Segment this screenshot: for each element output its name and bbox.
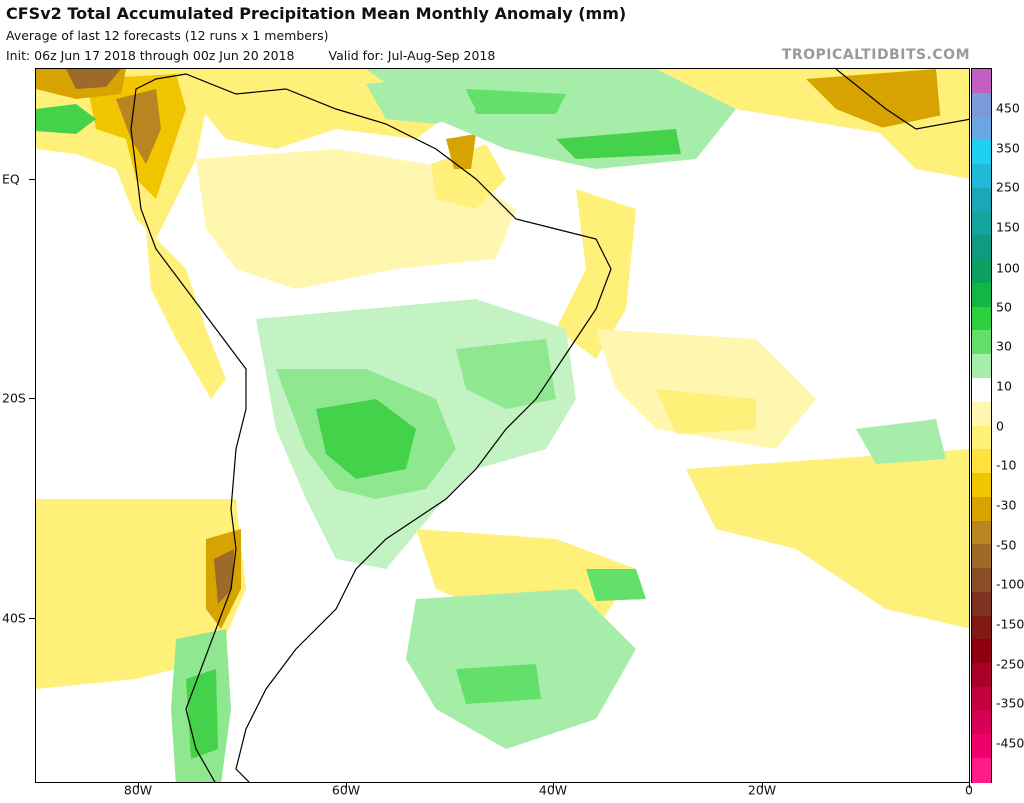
longitude-label: 0 (965, 782, 973, 798)
colorbar-segment (972, 330, 991, 355)
anomaly-field-layer (36, 69, 969, 782)
colorbar-label: 10 (996, 378, 1012, 394)
latitude-tick (29, 179, 35, 180)
anomaly-wet-south-atlantic-core (456, 664, 541, 704)
colorbar-label: -30 (996, 497, 1017, 513)
colorbar-segment (972, 544, 991, 569)
colorbar-label: 0 (996, 418, 1004, 434)
colorbar-segment (972, 425, 991, 450)
anomaly-wet-patagonia-core (186, 669, 218, 759)
colorbar-segment (972, 710, 991, 736)
colorbar-segment (972, 758, 991, 783)
coastline-layer (130, 69, 969, 782)
colorbar-label: -50 (996, 537, 1017, 553)
colorbar-label: -150 (996, 616, 1024, 632)
longitude-tick (969, 783, 970, 788)
colorbar-segment (972, 591, 991, 617)
anomaly-wet-south-atlantic-mid (586, 569, 646, 601)
colorbar-label: 450 (996, 100, 1020, 116)
anomaly-wet-paraguay-core (316, 399, 416, 479)
colorbar-segment (972, 259, 991, 284)
colorbar-segment (972, 520, 991, 545)
anomaly-dry-amapa (431, 144, 506, 209)
colorbar-segment (972, 116, 991, 141)
precip-anomaly-map (35, 68, 970, 783)
colorbar-label: -250 (996, 656, 1024, 672)
colorbar-label: 50 (996, 299, 1012, 315)
longitude-label: 80W (123, 782, 153, 798)
colorbar (971, 68, 992, 783)
longitude-label: 60W (331, 782, 361, 798)
colorbar-label: -450 (996, 735, 1024, 751)
longitude-tick (762, 783, 763, 788)
brand-watermark: TROPICALTIDBITS.COM (781, 47, 970, 63)
africa-coastline (835, 69, 969, 130)
colorbar-segment (972, 449, 991, 474)
chart-title: CFSv2 Total Accumulated Precipitation Me… (6, 4, 627, 23)
anomaly-dry-south-atlantic-3 (596, 329, 816, 449)
colorbar-label: 30 (996, 338, 1012, 354)
anomaly-wet-nbrazil (366, 74, 476, 124)
colorbar-segment (972, 306, 991, 332)
south-america-coastline (130, 73, 612, 782)
colorbar-label: 150 (996, 219, 1020, 235)
latitude-tick (29, 618, 35, 619)
anomaly-wet-atlantic-itcz-mid (466, 89, 566, 114)
colorbar-segment (972, 663, 991, 688)
anomaly-dry-brazil-coast (556, 189, 636, 359)
colorbar-segment (972, 282, 991, 308)
latitude-label: EQ (2, 171, 20, 187)
colorbar-segment (972, 235, 991, 260)
colorbar-segment (972, 377, 991, 403)
colorbar-segment (972, 401, 991, 427)
colorbar-label: -100 (996, 576, 1024, 592)
chart-subtitle: Average of last 12 forecasts (12 runs x … (6, 28, 329, 43)
colorbar-segment (972, 69, 991, 94)
anomaly-wet-mato-grosso (456, 339, 556, 409)
latitude-label: 40S (2, 610, 26, 626)
longitude-tick (553, 783, 554, 788)
init-text: Init: 06z Jun 17 2018 through 00z Jun 20… (6, 48, 295, 63)
map-svg (36, 69, 969, 782)
anomaly-dry-amapa-core (446, 134, 476, 169)
colorbar-segment (972, 615, 991, 640)
anomaly-dry-guinea-gulf (876, 109, 969, 179)
anomaly-dry-andes-peru (146, 229, 226, 399)
colorbar-segment (972, 187, 991, 213)
longitude-tick (346, 783, 347, 788)
anomaly-wet-south-atlantic-east (856, 419, 946, 464)
anomaly-wet-atlantic-itcz-core (556, 129, 681, 159)
latitude-tick (29, 398, 35, 399)
colorbar-segment (972, 354, 991, 379)
colorbar-segment (972, 496, 991, 522)
colorbar-segment (972, 211, 991, 236)
colorbar-segment (972, 92, 991, 118)
colorbar-label: -350 (996, 695, 1024, 711)
colorbar-segment (972, 140, 991, 165)
longitude-tick (138, 783, 139, 788)
colorbar-segment (972, 686, 991, 712)
init-valid-line: Init: 06z Jun 17 2018 through 00z Jun 20… (6, 48, 495, 63)
colorbar-segment (972, 473, 991, 498)
colorbar-label: 350 (996, 140, 1020, 156)
valid-text: Valid for: Jul-Aug-Sep 2018 (328, 48, 496, 63)
anomaly-dry-chile-brown (214, 549, 234, 604)
colorbar-segment (972, 639, 991, 664)
colorbar-segment (972, 164, 991, 189)
colorbar-segment (972, 734, 991, 759)
longitude-label: 20W (747, 782, 777, 798)
longitude-label: 40W (538, 782, 568, 798)
colorbar-label: 100 (996, 260, 1020, 276)
anomaly-wet-caribbean (36, 104, 96, 134)
anomaly-dry-caribbean-core (66, 69, 121, 89)
colorbar-segment (972, 568, 991, 593)
colorbar-label: -10 (996, 457, 1017, 473)
anomaly-dry-south-atlantic-2 (686, 449, 969, 629)
colorbar-label: 250 (996, 179, 1020, 195)
anomaly-dry-south-atlantic-4 (656, 389, 756, 434)
latitude-label: 20S (2, 390, 26, 406)
anomaly-dry-colombia-brown (116, 89, 161, 164)
